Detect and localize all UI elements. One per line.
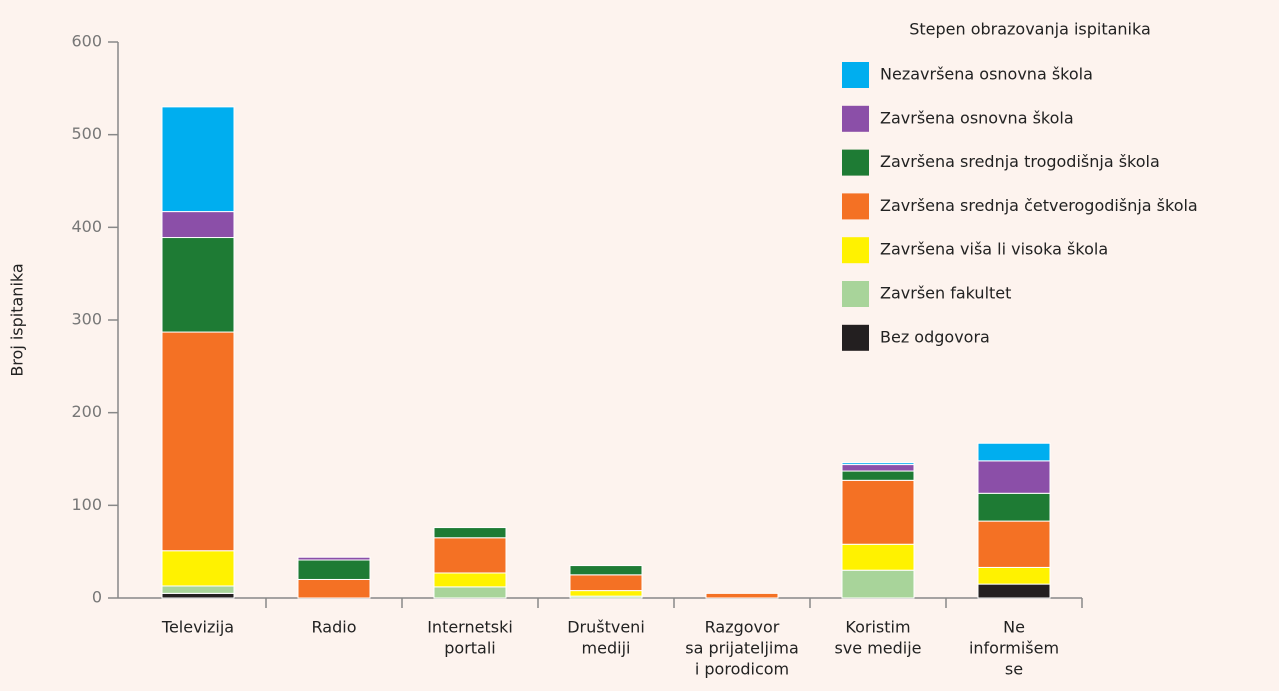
legend-swatch [842,193,869,220]
x-tick-label: sa prijateljima [685,639,799,658]
bar-segment [433,586,507,599]
legend-swatch [842,281,869,307]
y-axis-label: Broj ispitanika [8,263,27,376]
x-tick-label: portali [444,639,496,658]
bar-segment [433,527,507,539]
bar-segment [297,578,371,599]
bar-segment [977,566,1051,585]
legend-swatch [842,105,869,132]
x-tick-label: i porodicom [695,660,789,679]
bar-segment [841,470,915,481]
bar-segment [977,442,1051,462]
legend-label: Završena osnovna škola [880,108,1074,127]
legend-title: Stepen obrazovanja ispitanika [909,20,1151,39]
x-tick-label: mediji [582,639,631,658]
legend-label: Završena viša li visoka škola [880,240,1108,259]
bar-segment [977,460,1051,494]
y-tick-label: 300 [71,310,102,329]
legend-swatch [842,62,869,88]
bar-segment [841,569,915,599]
x-tick-label: sve medije [834,639,921,658]
bar-segment [161,592,235,599]
x-tick-label: Internetski [427,618,513,637]
x-tick-label: Televizija [161,618,234,637]
bar-segment [161,106,235,213]
bar-segment [841,462,915,466]
legend-label: Završena srednja trogodišnja škola [880,152,1160,171]
bar-segment [569,565,643,576]
bar-segment [569,590,643,597]
bar-segment [297,556,371,561]
x-tick-label: informišem [969,639,1059,658]
bar-segment [161,585,235,594]
bar-segment [161,331,235,552]
y-tick-label: 400 [71,217,102,236]
y-tick-label: 100 [71,495,102,514]
x-tick-label: Ne [1003,618,1025,637]
bar-segment [161,211,235,239]
legend-label: Nezavršena osnovna škola [880,65,1093,84]
legend-swatch [842,237,869,264]
bar-segment [977,520,1051,568]
bar-segment [297,559,371,580]
bar-segment [841,464,915,472]
legend-label: Bez odgovora [880,327,990,346]
legend-swatch [842,149,869,176]
x-tick-label: Koristim [845,618,910,637]
x-tick-label: Razgovor [705,618,780,637]
y-tick-label: 200 [71,402,102,421]
bar-segment [841,479,915,545]
x-tick-label: Društveni [567,618,645,637]
legend-label: Završena srednja četverogodišnja škola [880,196,1198,215]
bar-segment [841,543,915,571]
x-tick-label: Radio [312,618,357,637]
y-tick-label: 600 [71,32,102,51]
y-tick-label: 500 [71,124,102,143]
y-tick-label: 0 [92,588,102,607]
bar-segment [161,237,235,333]
x-tick-label: se [1005,660,1023,679]
legend-label: Završen fakultet [880,284,1011,303]
bar-segment [569,574,643,592]
bar-segment [433,572,507,588]
bar-segment [977,583,1051,599]
bar-segment [161,550,235,587]
bar-segment [977,492,1051,522]
legend-swatch [842,324,869,351]
bar-segment [705,592,779,599]
bar-segment [433,537,507,574]
